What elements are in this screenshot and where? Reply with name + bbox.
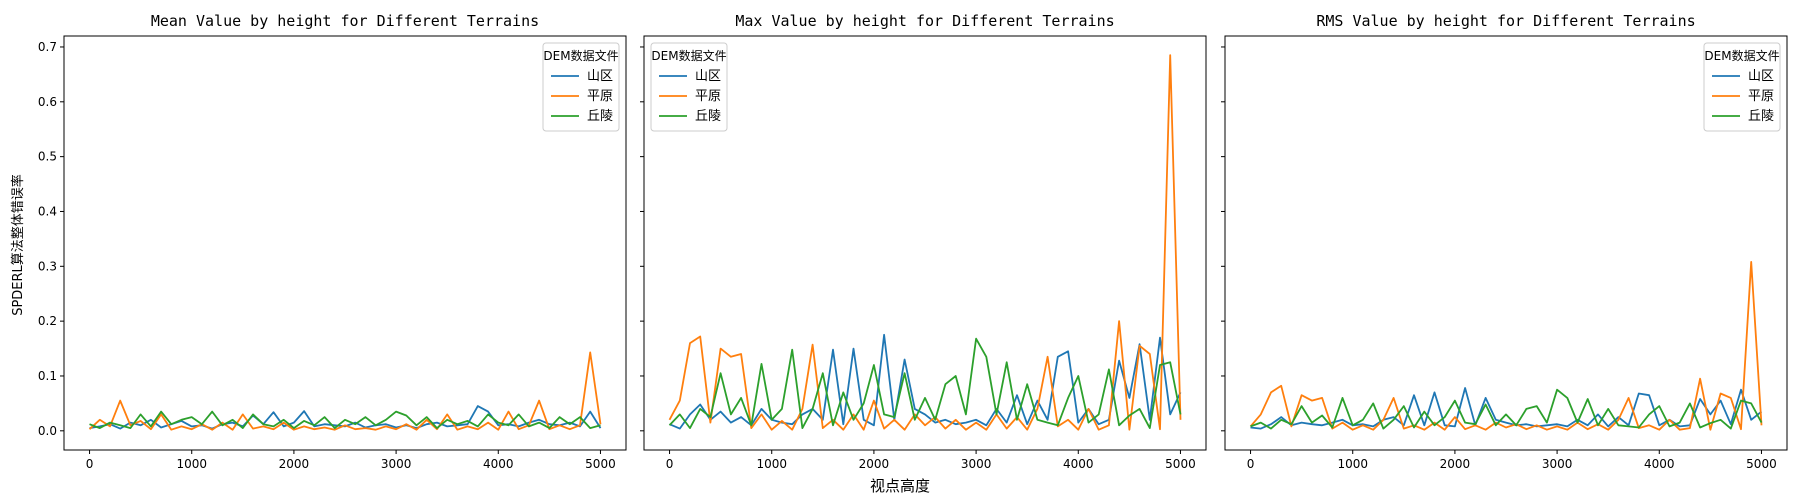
x-tick-label: 5000 (585, 457, 616, 471)
legend-box (542, 42, 620, 132)
legend-title: DEM数据文件 (543, 48, 618, 63)
chart-title: Mean Value by height for Different Terra… (151, 12, 539, 30)
legend-entry: 平原 (695, 89, 721, 104)
chart-panel-1: Mean Value by height for Different Terra… (38, 12, 627, 471)
chart-title: RMS Value by height for Different Terrai… (1316, 12, 1695, 30)
plot-frame (1224, 35, 1788, 451)
plot-frame (63, 35, 627, 451)
legend-entry: 山区 (587, 69, 613, 84)
series-line-3 (89, 410, 601, 430)
legend-entry: 山区 (1748, 69, 1774, 84)
y-tick-label: 0.3 (38, 259, 57, 273)
x-tick-label: 1000 (756, 457, 787, 471)
x-tick-label: 0 (1247, 457, 1255, 471)
x-tick-label: 0 (86, 457, 94, 471)
series-line-2 (668, 54, 1182, 431)
plot-frame (643, 35, 1207, 451)
legend-title: DEM数据文件 (1704, 48, 1779, 63)
legend-entry: 丘陵 (587, 109, 613, 124)
series-line-2 (1249, 260, 1763, 431)
x-tick-label: 0 (666, 457, 674, 471)
y-tick-label: 0.0 (38, 424, 57, 438)
series-line-3 (668, 337, 1182, 430)
chart-title: Max Value by height for Different Terrai… (735, 12, 1114, 30)
legend-title: DEM数据文件 (651, 48, 726, 63)
y-tick-label: 0.4 (38, 204, 57, 218)
chart-panel-3: RMS Value by height for Different Terrai… (1221, 12, 1788, 471)
x-tick-label: 4000 (1644, 457, 1675, 471)
legend-entry: 平原 (1748, 89, 1774, 104)
legend-entry: 山区 (695, 69, 721, 84)
x-tick-label: 3000 (961, 457, 992, 471)
chart-panel-2: Max Value by height for Different Terrai… (640, 12, 1207, 471)
y-tick-label: 0.2 (38, 314, 57, 328)
x-tick-label: 5000 (1165, 457, 1196, 471)
y-tick-label: 0.6 (38, 95, 57, 109)
legend-entry: 丘陵 (1748, 109, 1774, 124)
legend-entry: 平原 (587, 89, 613, 104)
x-tick-label: 3000 (1542, 457, 1573, 471)
series-line-1 (669, 333, 1182, 430)
y-axis-label: SPDERL算法整体错误率 (10, 174, 26, 316)
x-tick-label: 1000 (176, 457, 207, 471)
x-tick-label: 1000 (1337, 457, 1368, 471)
x-tick-label: 2000 (859, 457, 890, 471)
x-tick-label: 2000 (279, 457, 310, 471)
x-tick-label: 4000 (1063, 457, 1094, 471)
legend-box (1703, 42, 1781, 132)
x-tick-label: 3000 (381, 457, 412, 471)
y-tick-label: 0.7 (38, 40, 57, 54)
legend-entry: 丘陵 (695, 109, 721, 124)
x-tick-label: 5000 (1746, 457, 1777, 471)
x-tick-label: 4000 (483, 457, 514, 471)
y-tick-label: 0.1 (38, 369, 57, 383)
y-tick-label: 0.5 (38, 150, 57, 164)
x-axis-label: 视点高度 (870, 477, 930, 495)
series-line-2 (88, 351, 602, 431)
legend-box (650, 42, 728, 132)
x-tick-label: 2000 (1440, 457, 1471, 471)
series-line-3 (1250, 388, 1763, 430)
